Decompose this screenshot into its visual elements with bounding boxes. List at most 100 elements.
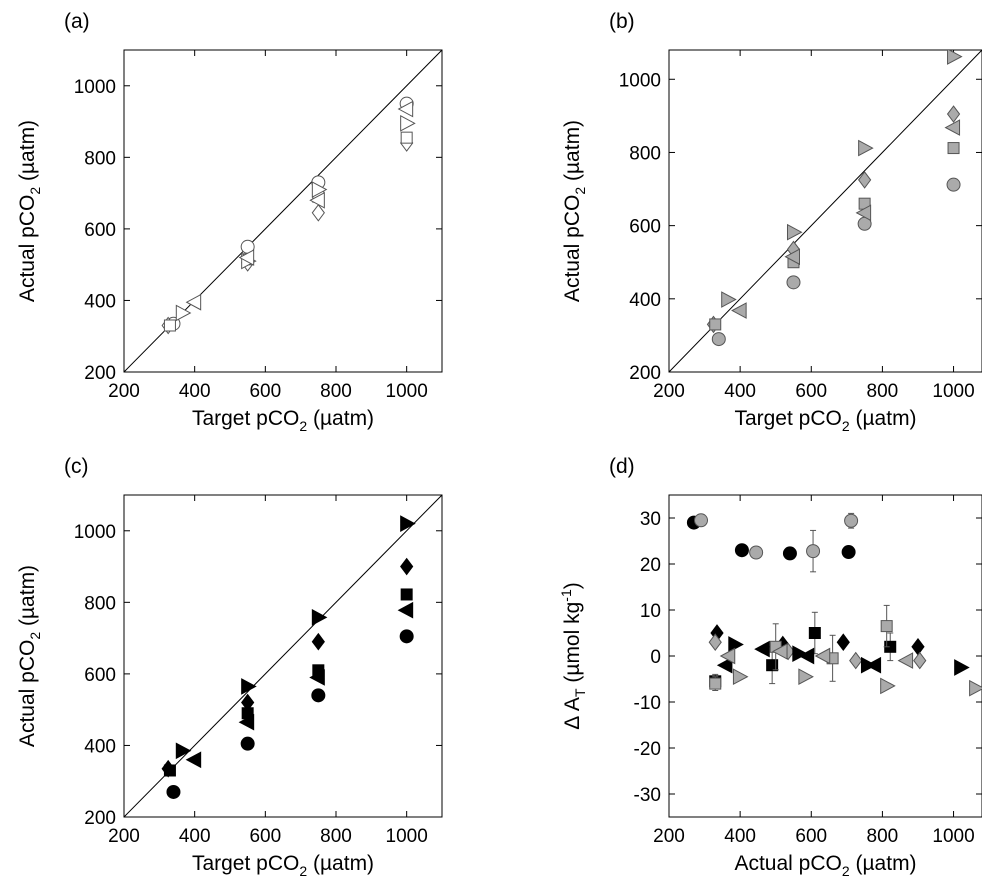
panel-label: (b) xyxy=(609,10,635,33)
data-point-square xyxy=(709,677,722,690)
x-tick-label: 200 xyxy=(653,381,685,402)
data-point-triangle-left xyxy=(185,293,202,311)
data-point-triangle-left xyxy=(855,204,872,222)
x-tick-label: 600 xyxy=(249,381,281,402)
data-point-diamond xyxy=(836,633,850,652)
y-tick-label: -30 xyxy=(634,785,661,806)
data-point-square xyxy=(163,319,176,332)
data-point-circle xyxy=(806,544,821,559)
y-axis-label: Actual pCO2 (µatm) xyxy=(561,120,588,302)
data-point-circle xyxy=(166,784,181,799)
data-point-triangle-left xyxy=(238,713,255,731)
data-point-circle xyxy=(399,629,414,644)
data-point-circle xyxy=(749,545,764,560)
x-tick-label: 400 xyxy=(724,381,756,402)
data-point-square xyxy=(880,620,893,633)
data-point-triangle-right xyxy=(175,304,192,322)
data-point-triangle-left xyxy=(944,119,961,136)
data-point-triangle-left xyxy=(397,601,414,619)
data-point-triangle-right xyxy=(947,50,963,65)
x-tick-label: 1000 xyxy=(932,381,974,402)
panel-a: 200 400 600 800 1000 200 400 600 800 1000 (a) Targe… xyxy=(16,10,443,434)
data-point-triangle-left xyxy=(754,640,770,658)
data-point-triangle-left xyxy=(238,249,255,266)
data-point-triangle-right xyxy=(954,659,970,676)
data-point-square xyxy=(808,627,821,639)
x-tick-label: 1000 xyxy=(932,826,974,847)
y-tick-label: 1000 xyxy=(619,70,661,91)
x-axis-label: Target pCO2 (µatm) xyxy=(734,407,916,434)
x-tick-label: 200 xyxy=(108,826,140,847)
data-point-triangle-right xyxy=(792,645,808,663)
y-tick-label: 600 xyxy=(629,217,661,238)
data-point-triangle-left xyxy=(185,751,202,769)
data-point-circle xyxy=(844,513,859,528)
x-tick-label: 400 xyxy=(179,381,211,402)
data-point-diamond xyxy=(913,651,927,670)
y-axis-label: Δ AT (µmol kg-1) xyxy=(558,582,588,730)
data-point-triangle-left xyxy=(798,647,815,665)
data-point-diamond xyxy=(708,633,722,652)
data-point-circle xyxy=(711,332,726,347)
data-point-circle xyxy=(946,177,961,192)
data-point-triangle-right xyxy=(241,678,257,695)
y-tick-label: 800 xyxy=(84,148,116,169)
data-point-triangle-right xyxy=(728,636,744,653)
x-tick-label: 800 xyxy=(320,381,352,402)
data-point-diamond xyxy=(400,557,414,576)
data-point-diamond xyxy=(311,632,325,651)
data-point-circle xyxy=(240,736,255,751)
data-point-square xyxy=(400,131,413,144)
data-point-square xyxy=(766,659,779,672)
identity-line xyxy=(669,50,982,372)
x-tick-label: 600 xyxy=(249,826,281,847)
x-tick-label: 800 xyxy=(867,381,899,402)
x-tick-label: 600 xyxy=(795,381,827,402)
x-tick-label: 200 xyxy=(108,381,140,402)
x-tick-label: 400 xyxy=(179,826,211,847)
y-tick-label: 400 xyxy=(84,291,116,312)
data-point-circle xyxy=(841,545,856,560)
data-point-triangle-left xyxy=(897,652,914,669)
data-point-triangle-left xyxy=(865,656,882,674)
data-point-square xyxy=(947,142,960,155)
data-point-square xyxy=(163,764,176,777)
data-point-circle xyxy=(734,543,749,558)
x-tick-label: 1000 xyxy=(386,381,428,402)
x-tick-label: 800 xyxy=(320,826,352,847)
data-point-triangle-right xyxy=(175,742,192,760)
panel-d: 200 400 600 800 1000 -30 -20 -10 0 10 20 30 (d) Actua… xyxy=(558,455,982,879)
data-point-triangle-right xyxy=(311,181,328,198)
data-point-triangle-right xyxy=(311,609,328,626)
data-point-triangle-left xyxy=(309,669,325,686)
data-point-triangle-right xyxy=(798,668,814,686)
x-tick-label: 800 xyxy=(867,826,899,847)
y-tick-label: -10 xyxy=(634,693,661,714)
data-point-triangle-right xyxy=(786,223,803,241)
y-tick-label: 200 xyxy=(84,808,116,829)
data-point-diamond xyxy=(311,203,325,222)
x-tick-label: 600 xyxy=(795,826,827,847)
x-axis-label: Target pCO2 (µatm) xyxy=(192,407,374,434)
data-point-triangle-right xyxy=(721,291,737,308)
data-point-diamond xyxy=(858,171,872,189)
data-point-circle xyxy=(694,513,709,528)
y-tick-label: 1000 xyxy=(74,77,116,98)
x-tick-label: 400 xyxy=(724,826,756,847)
markers xyxy=(161,515,416,799)
plot-frame xyxy=(123,49,443,373)
x-tick-label: 1000 xyxy=(386,826,428,847)
panel-c: 200 400 600 800 1000 200 400 600 800 1000 (c) Targe… xyxy=(16,455,443,879)
x-axis-label: Actual pCO2 (µatm) xyxy=(734,852,916,879)
data-point-triangle-left xyxy=(309,191,325,209)
data-point-square xyxy=(400,588,413,601)
data-point-triangle-left xyxy=(719,647,736,665)
plot-frame xyxy=(668,49,982,373)
data-point-diamond xyxy=(911,637,925,656)
data-point-triangle-left xyxy=(771,643,788,660)
markers xyxy=(686,512,982,697)
y-tick-label: 0 xyxy=(650,647,661,668)
plot-frame xyxy=(123,494,443,818)
y-tick-label: 200 xyxy=(84,363,116,384)
y-tick-label: 800 xyxy=(84,593,116,614)
